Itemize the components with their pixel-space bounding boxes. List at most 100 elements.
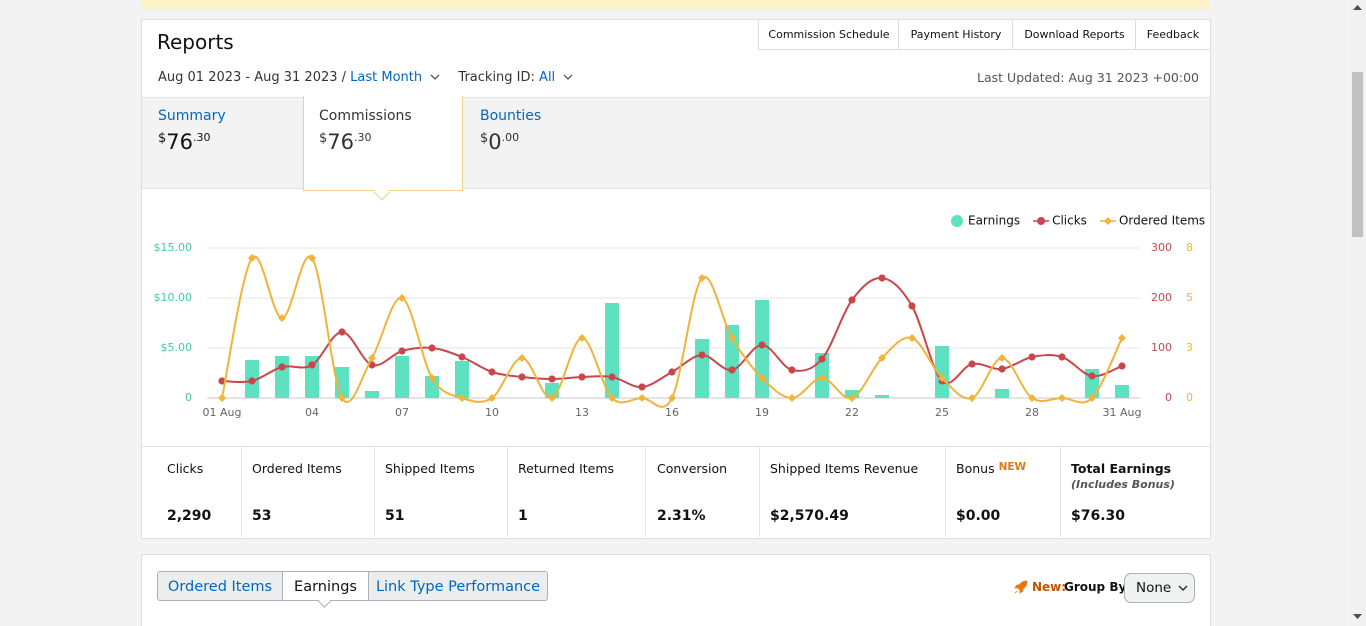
tracking-select[interactable]: All xyxy=(539,70,556,85)
point xyxy=(638,383,646,391)
point xyxy=(518,373,526,381)
page-title: Reports xyxy=(157,30,234,54)
point xyxy=(968,360,976,368)
point xyxy=(818,355,826,363)
point xyxy=(488,368,496,376)
column-divider xyxy=(759,447,760,537)
point xyxy=(218,377,226,385)
stat-label: Conversion xyxy=(657,461,727,476)
point xyxy=(878,354,886,362)
currency: $ xyxy=(158,131,167,146)
tab-name: Summary xyxy=(158,108,226,124)
point xyxy=(788,394,796,402)
point xyxy=(1028,394,1036,402)
active-tab xyxy=(303,96,463,191)
point xyxy=(848,296,856,304)
chart-body: 0 $5.00 $10.00 $15.00 0 100 200 300 0 3 5 8 01 Aug 04… xyxy=(154,214,1206,420)
point xyxy=(1118,362,1126,370)
scroll-down[interactable] xyxy=(1352,612,1363,620)
filters: Aug 01 2023 - Aug 31 2023 / Last Month T… xyxy=(158,70,573,85)
header-button[interactable]: Download Reports xyxy=(1012,19,1136,50)
stat-value: 53 xyxy=(252,508,272,524)
scrollbar-thumb[interactable] xyxy=(1352,72,1363,237)
column-divider xyxy=(1060,447,1061,537)
stat-label-text: Conversion xyxy=(657,461,728,476)
point xyxy=(758,374,766,382)
new-label: New: xyxy=(1032,580,1067,594)
y-tick-label: 0 xyxy=(185,391,192,404)
point xyxy=(548,394,556,402)
y2-tick-label: 0 xyxy=(1165,391,1172,404)
point xyxy=(338,328,346,336)
point xyxy=(428,344,436,352)
x-tick-label: 25 xyxy=(935,406,949,419)
x-tick-label: 22 xyxy=(845,406,859,419)
last-updated: Last Updated: Aug 31 2023 +00:00 xyxy=(977,70,1199,85)
column-divider xyxy=(374,447,375,537)
amount-cents: .30 xyxy=(354,131,372,144)
legend-swatch xyxy=(951,215,963,227)
tab-commissions[interactable]: Commissions $76.30 xyxy=(319,108,412,154)
scroll-up[interactable] xyxy=(1352,4,1363,12)
bar xyxy=(365,391,379,398)
group-by-label: Group By: xyxy=(1064,580,1132,594)
point xyxy=(518,354,526,362)
tab-bounties[interactable]: Bounties $0.00 xyxy=(480,108,541,154)
point xyxy=(308,361,316,369)
point xyxy=(548,375,556,383)
point xyxy=(248,254,256,262)
point xyxy=(338,394,346,402)
tab-amount: $76.30 xyxy=(158,130,226,154)
point xyxy=(968,394,976,402)
y2-tick-label: 300 xyxy=(1151,241,1172,254)
period-select[interactable]: Last Month xyxy=(350,70,423,85)
bottom-tab[interactable]: Link Type Performance xyxy=(368,571,548,601)
point xyxy=(698,351,706,359)
stat-value: 1 xyxy=(518,508,528,524)
header-button[interactable]: Commission Schedule xyxy=(758,19,899,50)
stat-value: $76.30 xyxy=(1071,508,1126,524)
point xyxy=(458,353,466,361)
point xyxy=(1088,372,1096,380)
point xyxy=(458,394,466,402)
point xyxy=(848,394,856,402)
tab-summary[interactable]: Summary $76.30 xyxy=(158,108,226,154)
x-tick-label: 10 xyxy=(485,406,499,419)
rocket-icon xyxy=(1014,580,1028,594)
divider xyxy=(142,446,1210,447)
legend-swatch xyxy=(1103,217,1112,225)
stat-label-text: Total Earnings xyxy=(1071,461,1172,476)
point xyxy=(218,394,226,402)
stat-label: Ordered Items xyxy=(252,461,342,476)
y3-tick-label: 3 xyxy=(1186,341,1193,354)
stat-value: 2.31% xyxy=(657,508,706,524)
point xyxy=(1058,353,1066,361)
group-by-select[interactable]: None xyxy=(1124,573,1195,603)
stat-label-text: Ordered Items xyxy=(252,461,342,476)
x-tick-label: 28 xyxy=(1025,406,1039,419)
point xyxy=(368,354,376,362)
x-tick-label: 19 xyxy=(755,406,769,419)
stat-note: (Includes Bonus) xyxy=(1071,478,1175,491)
point xyxy=(608,394,616,402)
header-button[interactable]: Payment History xyxy=(898,19,1013,50)
stat-label-text: Bonus xyxy=(956,461,995,476)
stat-label: Bonus NEW xyxy=(956,461,1026,476)
currency: $ xyxy=(319,131,328,146)
point xyxy=(1118,334,1126,342)
column-divider xyxy=(241,447,242,537)
tab-name: Bounties xyxy=(480,108,542,124)
stat-value: $2,570.49 xyxy=(770,508,849,524)
point xyxy=(398,347,406,355)
amount-whole: 76 xyxy=(166,130,194,154)
point xyxy=(488,394,496,402)
y2-tick-label: 200 xyxy=(1151,291,1172,304)
x-tick-label: 07 xyxy=(395,406,409,419)
header-button[interactable]: Feedback xyxy=(1135,19,1210,50)
amount-cents: .30 xyxy=(193,131,211,144)
bottom-tab[interactable]: Ordered Items xyxy=(157,571,283,601)
y-tick-label: $5.00 xyxy=(161,341,193,354)
stat-value: 2,290 xyxy=(167,508,212,524)
stat-value: 51 xyxy=(385,508,405,524)
